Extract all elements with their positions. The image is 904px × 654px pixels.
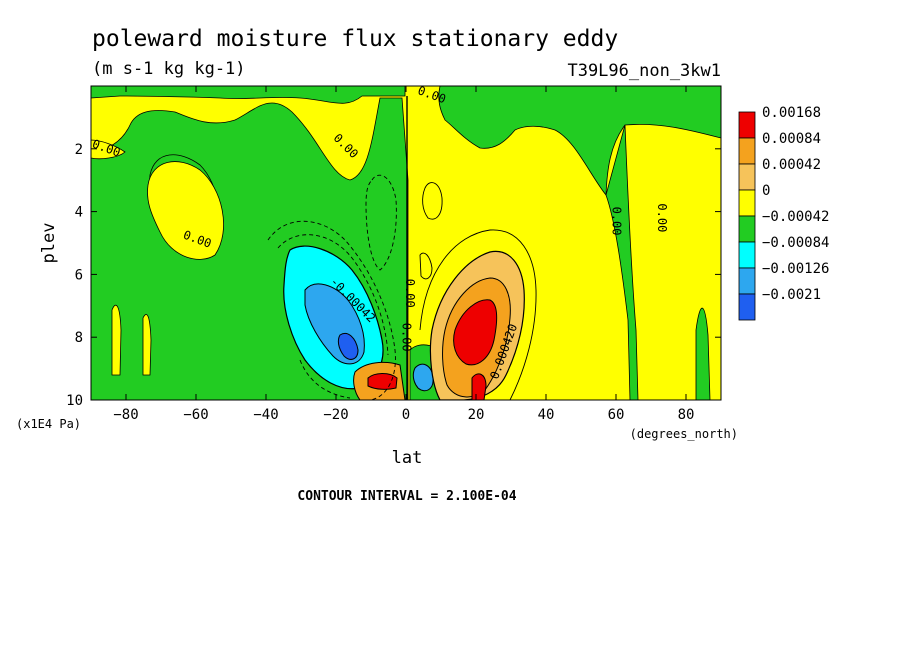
fill-region-green-column-60	[605, 124, 639, 400]
chart-title: poleward moisture flux stationary eddy	[92, 26, 618, 52]
fill-region-red-equator	[367, 373, 398, 390]
legend-swatch	[738, 267, 756, 295]
chart-subtitle: (m s-1 kg kg-1)	[92, 59, 246, 79]
fill-region-green-top-left	[91, 86, 406, 104]
y-axis: 2 4 6 8 10	[66, 142, 721, 409]
contour-interval: CONTOUR INTERVAL = 2.100E-04	[297, 489, 516, 504]
fill-region-red-lower	[471, 373, 487, 400]
x-tick-label: −40	[253, 407, 278, 423]
x-tick-label: 0	[402, 407, 410, 423]
x-tick-label: −80	[113, 407, 138, 423]
x-axis: −80 −60 −40 −20 0 20 40 60 80	[113, 86, 694, 423]
y-tick-label: 6	[75, 267, 83, 283]
contour-label: 0.00	[400, 323, 414, 352]
contour-field	[91, 86, 721, 400]
negative-contours	[267, 174, 397, 400]
legend-swatch	[738, 163, 756, 191]
legend: 0.00168 0.00084 0.00042 0 −0.00042 −0.00084 −0…	[738, 105, 829, 321]
positive-contours	[419, 182, 537, 400]
x-axis-unit: (degrees_north)	[630, 427, 738, 441]
legend-label: −0.00084	[762, 235, 829, 251]
legend-label: 0.00084	[762, 131, 821, 147]
y-tick-label: 4	[75, 205, 83, 221]
fill-region-red	[453, 299, 498, 366]
x-tick-label: 80	[678, 407, 695, 423]
legend-swatch	[738, 215, 756, 243]
x-tick-label: −60	[183, 407, 208, 423]
y-tick-label: 2	[75, 142, 83, 158]
legend-label: 0.00042	[762, 157, 821, 173]
x-axis-title: lat	[392, 448, 423, 468]
legend-swatch	[738, 111, 756, 139]
fill-region-green-column-80	[695, 307, 711, 400]
x-tick-label: 60	[608, 407, 625, 423]
x-tick-label: −20	[323, 407, 348, 423]
run-label: T39L96_non_3kw1	[567, 61, 721, 81]
legend-swatch	[738, 137, 756, 165]
legend-label: −0.0021	[762, 287, 821, 303]
y-tick-label: 8	[75, 330, 83, 346]
legend-label: 0.00168	[762, 105, 821, 121]
legend-label: 0	[762, 183, 770, 199]
fill-region-green-north	[438, 86, 721, 197]
legend-swatch	[738, 189, 756, 217]
fill-region-yellow-south-midlat	[147, 161, 224, 260]
fill-region-yellow-south-column-80	[111, 304, 122, 376]
fill-region-yellow-south-column-75	[142, 314, 152, 376]
fill-region-blue-dark	[337, 333, 359, 360]
contour-label: 0.00	[403, 279, 417, 308]
contour-label: 0.00	[655, 203, 669, 232]
y-axis-unit: (x1E4 Pa)	[16, 417, 81, 431]
contour-label: 0.00	[610, 207, 624, 236]
x-tick-label: 20	[468, 407, 485, 423]
legend-swatch	[738, 293, 756, 321]
y-tick-label: 10	[66, 393, 83, 409]
x-tick-label: 40	[538, 407, 555, 423]
legend-label: −0.00042	[762, 209, 829, 225]
y-axis-title: plev	[39, 223, 59, 264]
legend-label: −0.00126	[762, 261, 829, 277]
fill-region-yellow-corner	[91, 139, 126, 160]
legend-swatch	[738, 241, 756, 269]
fill-region-blue-equator	[412, 363, 434, 392]
